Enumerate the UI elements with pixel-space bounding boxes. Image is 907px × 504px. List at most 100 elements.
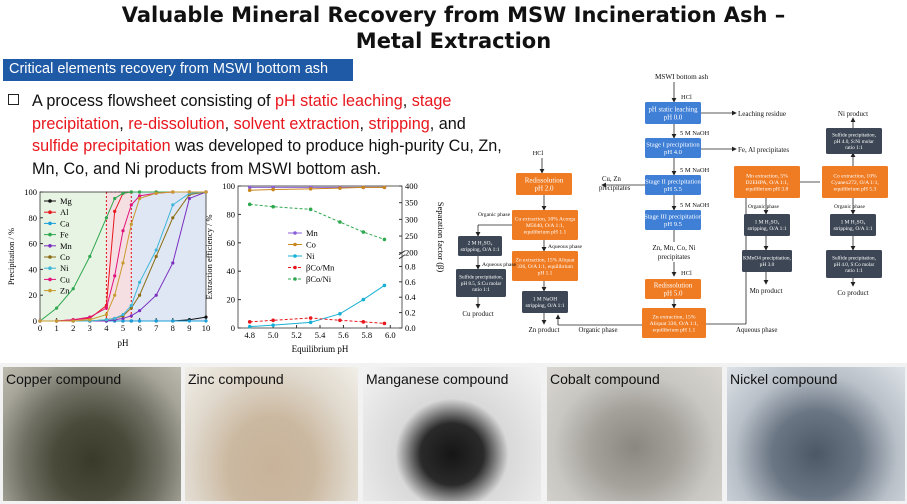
kmno4-box-text: KMnO4 precipitation,	[743, 256, 792, 262]
y2-tick-label: 0.6	[405, 277, 416, 287]
zn-strip-box-text: 1 M NaOH	[533, 297, 557, 303]
data-point-ni	[129, 303, 133, 308]
x-tick-label: 5.0	[268, 330, 279, 340]
y2-tick-label: 0.8	[405, 261, 416, 271]
redissolution2-box-text: Redissolution	[654, 281, 693, 289]
data-point-cu	[113, 274, 117, 278]
series-line-2	[249, 284, 385, 328]
legend-label: Ca	[60, 218, 70, 228]
legend-marker	[48, 210, 52, 214]
product-photo: Cobalt compound	[547, 367, 722, 501]
highlight-solvent-extraction: solvent extraction	[233, 114, 360, 133]
x-tick-label: 8	[171, 323, 175, 333]
data-point-ni	[121, 312, 125, 317]
ph-region-blue	[131, 192, 206, 321]
zn-product: Zn product	[529, 326, 560, 334]
zmcn-label2: precipitates	[658, 253, 691, 261]
cu-zn-label: Cu, Zn	[602, 176, 621, 183]
static-leaching-box-text: pH static leaching	[648, 106, 698, 113]
data-point-1	[361, 185, 366, 190]
data-point-2	[271, 323, 275, 327]
co-sulf-box-text: pH 4.0, S:Co molar	[834, 262, 875, 268]
legend-label: βCo/Mn	[306, 263, 335, 273]
data-point-ni	[171, 203, 175, 207]
data-point-zn	[71, 319, 75, 323]
data-point-3	[382, 321, 387, 326]
y-tick-label: 0	[231, 323, 235, 333]
zn-ext-box-text: pH 1.1	[538, 270, 553, 276]
x-tick-label: 5.4	[315, 330, 326, 340]
axis-break-mark	[398, 250, 406, 260]
extraction-efficiency-chart: 4.8 5.0 5.2 5.4 5.6 5.8 6.0 0 20 40 60 80 100 200 250 3…	[204, 181, 446, 354]
data-point-1	[308, 187, 313, 191]
x-tick-label: 4.8	[244, 330, 255, 340]
data-point-2	[338, 312, 342, 316]
data-point-zn	[113, 293, 117, 297]
data-point-zn	[129, 222, 133, 226]
redissolution2-box-text: pH 5.0	[663, 289, 683, 297]
naoh-1: 5 M NaOH	[680, 130, 710, 137]
bullet-text-part: ,	[359, 114, 369, 133]
mn-ext-box	[734, 166, 800, 198]
cu-sulf-box-text: Sulfide precipitation,	[459, 274, 503, 281]
legend-marker	[48, 221, 52, 226]
zn-ext2-box-text: Aliquat 336, O/A 1:1,	[650, 321, 699, 327]
zn-ext2-box	[642, 308, 706, 338]
data-point-mn	[129, 314, 133, 318]
section-banner: Critical elements recovery from MSWI bot…	[3, 59, 353, 80]
mn-strip-box-text: stripping, O/A 1:1	[747, 226, 786, 232]
bullet-text-part: , and	[429, 114, 466, 133]
cu-strip-box	[458, 236, 502, 256]
data-point-0	[247, 185, 252, 190]
legend-marker	[293, 265, 297, 270]
kmno4-box	[742, 250, 792, 272]
data-point-zn	[138, 196, 142, 201]
x-tick-label: 6.0	[385, 330, 396, 340]
aqueous-phase-bottom: Aqueous phase	[736, 327, 777, 334]
organic-phase-bottom: Organic phase	[579, 327, 618, 334]
naoh-3: 5 M NaOH	[680, 202, 710, 209]
stage3-box	[645, 210, 701, 230]
data-point-zn	[55, 319, 59, 323]
y-tick-label: 20	[29, 290, 38, 300]
photo-label: Cobalt compound	[550, 371, 660, 387]
mn-ext-box-text: Mn extraction, 5%	[746, 173, 788, 179]
stage1-box-text: pH 4.0	[664, 149, 683, 156]
stage2-box-text: Stage II precipitation	[645, 179, 701, 186]
y-tick-label: 60	[29, 239, 38, 249]
co-ext-box-text: equilibrium pH 5.3	[834, 187, 877, 193]
y-tick-label: 80	[227, 209, 236, 219]
data-point-co	[138, 293, 142, 297]
co-ext-box-text: Cyanex272, O/A 1:1,	[831, 180, 879, 186]
cu-strip-box-text: stripping, O/A 1:1	[460, 247, 499, 253]
data-point-mn	[154, 293, 158, 297]
x-tick-label: 1	[54, 323, 58, 333]
co-strip-box	[830, 214, 876, 236]
legend-marker	[293, 254, 297, 258]
y-tick-label: 100	[222, 181, 235, 191]
y-tick-label: 0	[33, 316, 37, 326]
data-point-1	[247, 188, 252, 193]
banner-underline	[3, 79, 353, 81]
data-point-fe	[138, 190, 142, 194]
data-point-2	[247, 324, 252, 329]
data-point-mg	[204, 315, 208, 319]
y-tick-label: 100	[24, 187, 37, 197]
bullet-text-part: ,	[224, 114, 234, 133]
data-point-4	[361, 230, 366, 234]
data-point-3	[338, 318, 342, 323]
cu-product: Cu product	[462, 310, 493, 318]
x-tick-label: 6	[137, 323, 141, 333]
cu-sulf-box-text: pH 8.5, S:Cu molar	[461, 281, 502, 287]
data-point-ca	[154, 319, 158, 323]
zn-ext-box-text: 336, O/A 1:1, equilibrium	[517, 264, 574, 270]
organic-mn: Organic phase	[748, 204, 779, 210]
photo-label: Copper compound	[6, 371, 122, 387]
y-tick-label: 40	[29, 264, 38, 274]
data-point-mn	[171, 261, 175, 265]
product-photo: Zinc compound	[185, 367, 358, 501]
redissolution2-box	[645, 279, 701, 299]
legend-marker	[48, 244, 52, 248]
bullet-text-part: A process flowsheet consisting of	[32, 92, 275, 110]
plot-frame	[237, 185, 403, 329]
